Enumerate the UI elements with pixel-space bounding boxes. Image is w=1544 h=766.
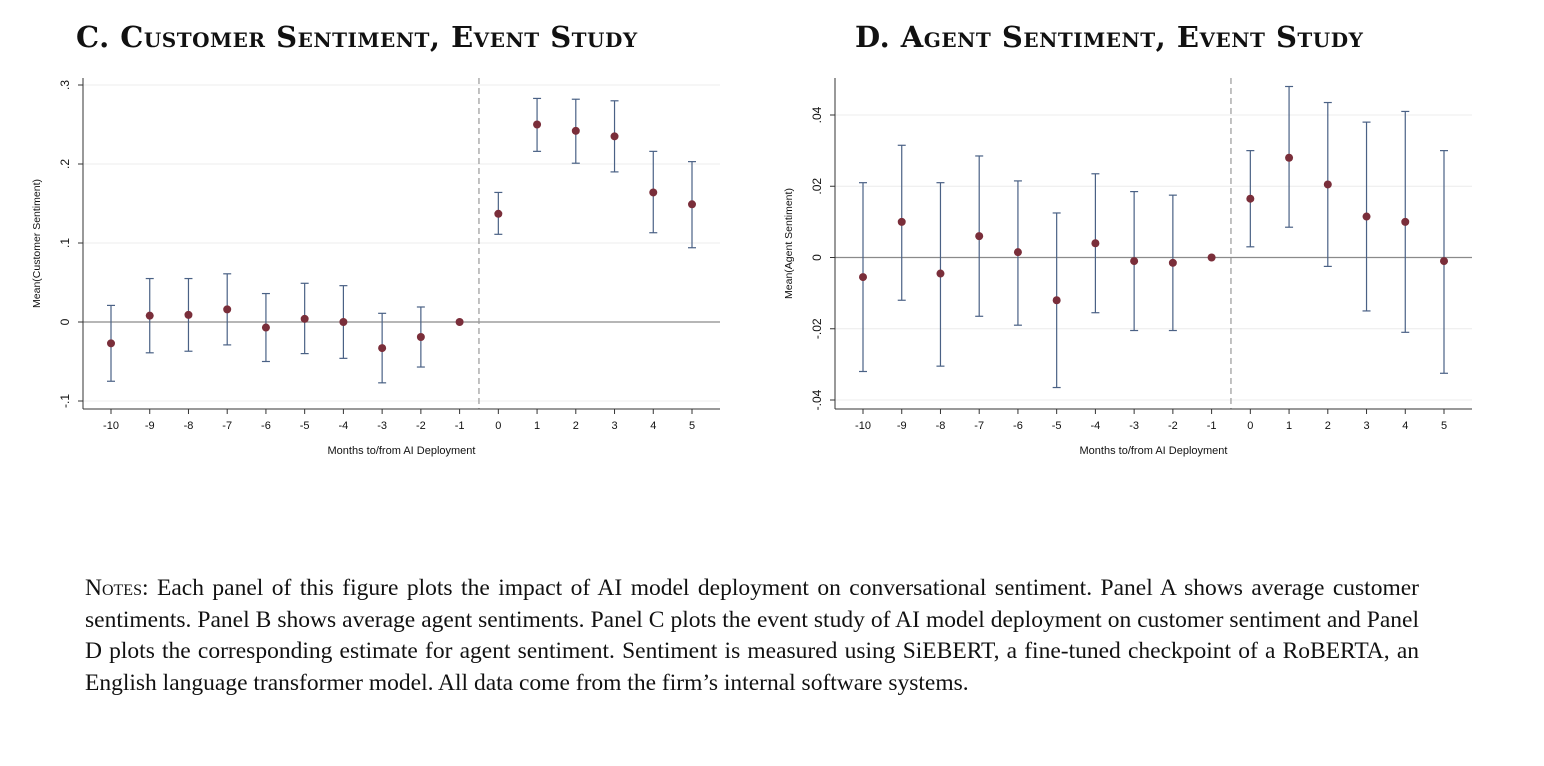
y-axis-title: Mean(Agent Sentiment) [783,188,795,299]
estimate-point [1323,180,1332,189]
estimate-point [859,273,867,282]
x-tick-label: 0 [1247,420,1253,432]
y-tick-label: .04 [810,106,824,123]
notes-body: Each panel of this figure plots the impa… [85,575,1419,696]
x-tick-label: 4 [1402,420,1408,432]
estimate-point [1246,194,1255,203]
estimate-point [1440,257,1448,266]
x-axis-title: Months to/from AI Deployment [328,445,476,457]
y-tick-label: 0 [810,254,824,261]
x-tick-label: -2 [1168,420,1178,432]
estimate-point [1362,212,1371,221]
x-tick-label: 3 [611,420,617,432]
panel-c-title: C. Customer Sentiment, Event Study [76,20,638,54]
x-tick-label: -10 [103,420,119,432]
y-tick-label: 0 [58,318,72,325]
x-tick-label: -4 [1091,420,1101,432]
x-axis-title: Months to/from AI Deployment [1080,445,1228,457]
estimate-point [416,333,425,342]
estimate-point [1013,248,1022,257]
x-tick-label: -2 [416,420,426,432]
x-tick-label: 2 [573,420,579,432]
x-tick-label: 1 [534,420,540,432]
estimate-point [936,269,945,278]
y-tick-label: -.02 [810,318,824,339]
estimate-point [975,232,984,241]
estimate-point [1052,296,1061,305]
estimate-point [223,305,232,314]
y-tick-label: -.04 [810,389,824,410]
x-tick-label: 1 [1286,420,1292,432]
y-tick-label: -.1 [58,394,72,408]
estimate-point [533,120,542,129]
x-tick-label: -7 [222,420,232,432]
estimate-point [1285,153,1294,162]
x-tick-label: 3 [1363,420,1369,432]
estimate-point [378,344,387,353]
x-tick-label: -8 [936,420,946,432]
estimate-point [107,339,115,348]
customer-sentiment-chart: -.10.1.2.3-10 -9 -8 -7 -6 -5 -4 -3 -2 -1 0 1 2 3 4 5Mon… [31,78,720,457]
x-tick-label: -9 [145,420,155,432]
x-tick-label: -7 [974,420,984,432]
y-tick-label: .2 [58,159,72,169]
x-tick-label: -1 [1207,420,1217,432]
estimate-point [688,200,696,209]
estimate-point [455,318,464,326]
estimate-point [610,132,619,141]
x-tick-label: -6 [261,420,271,432]
y-tick-label: .3 [58,80,72,90]
notes-lead: Notes: [85,575,149,601]
x-tick-label: -10 [855,420,871,432]
estimate-point [1091,239,1100,248]
x-tick-label: 0 [495,420,501,432]
x-tick-label: -3 [377,420,387,432]
estimate-point [1168,258,1177,267]
x-tick-label: -8 [184,420,194,432]
estimate-point [649,188,658,197]
estimate-point [339,318,348,326]
x-tick-label: 5 [1441,420,1447,432]
estimate-point [1401,217,1410,226]
estimate-point [571,126,580,135]
estimate-point [261,323,270,332]
x-tick-label: -6 [1013,420,1023,432]
agent-sentiment-chart: -.04-.020.02.04-10 -9 -8 -7 -6 -5 -4 -3 -2 -1 0 1 2 3… [783,78,1472,457]
estimate-point [897,217,906,226]
estimate-point [300,314,309,323]
x-tick-label: -5 [300,420,310,432]
estimate-point [1207,253,1216,262]
x-tick-label: -5 [1052,420,1062,432]
x-tick-label: 5 [689,420,695,432]
panel-d-title: D. Agent Sentiment, Event Study [855,20,1364,54]
figure-notes: Notes: Each panel of this figure plots t… [85,573,1419,699]
x-tick-label: 2 [1325,420,1331,432]
estimate-point [184,310,193,319]
y-tick-label: .02 [810,178,824,195]
x-tick-label: -9 [897,420,907,432]
y-tick-label: .1 [58,238,72,248]
x-tick-label: -3 [1129,420,1139,432]
x-tick-label: -1 [455,420,465,432]
x-tick-label: -4 [339,420,349,432]
estimate-point [494,209,503,218]
estimate-point [1130,257,1139,266]
x-tick-label: 4 [650,420,656,432]
estimate-point [145,311,154,320]
y-axis-title: Mean(Customer Sentiment) [31,179,43,308]
